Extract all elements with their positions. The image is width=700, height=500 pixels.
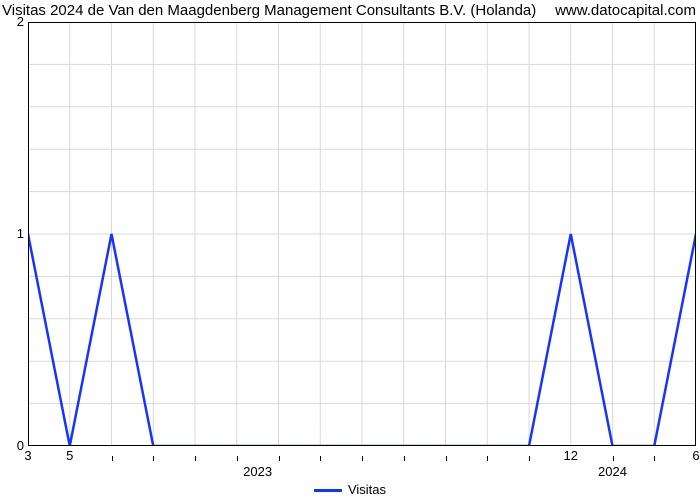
x-minor-tick xyxy=(404,456,405,461)
line-chart xyxy=(28,22,696,446)
x-tick-label: 6 xyxy=(692,448,699,463)
x-tick-label: 5 xyxy=(66,448,73,463)
x-minor-tick xyxy=(320,456,321,461)
legend-swatch xyxy=(314,489,342,492)
x-tick-label: 3 xyxy=(24,448,31,463)
x-minor-tick xyxy=(153,456,154,461)
x-minor-tick xyxy=(613,456,614,461)
x-year-label: 2024 xyxy=(598,464,627,479)
y-tick-label: 2 xyxy=(4,14,24,29)
x-minor-tick xyxy=(362,456,363,461)
x-minor-tick xyxy=(237,456,238,461)
legend: Visitas xyxy=(0,482,700,497)
x-year-label: 2023 xyxy=(243,464,272,479)
watermark: www.datocapital.com xyxy=(555,2,696,19)
x-minor-tick xyxy=(112,456,113,461)
x-minor-tick xyxy=(487,456,488,461)
x-minor-tick xyxy=(529,456,530,461)
x-tick-label: 12 xyxy=(564,448,578,463)
chart-title: Visitas 2024 de Van den Maagdenberg Mana… xyxy=(2,2,536,19)
x-minor-tick xyxy=(446,456,447,461)
y-tick-label: 1 xyxy=(4,226,24,241)
x-minor-tick xyxy=(195,456,196,461)
chart-container: Visitas 2024 de Van den Maagdenberg Mana… xyxy=(0,0,700,500)
legend-label: Visitas xyxy=(348,482,386,497)
x-minor-tick xyxy=(654,456,655,461)
y-tick-label: 0 xyxy=(4,438,24,453)
x-minor-tick xyxy=(279,456,280,461)
